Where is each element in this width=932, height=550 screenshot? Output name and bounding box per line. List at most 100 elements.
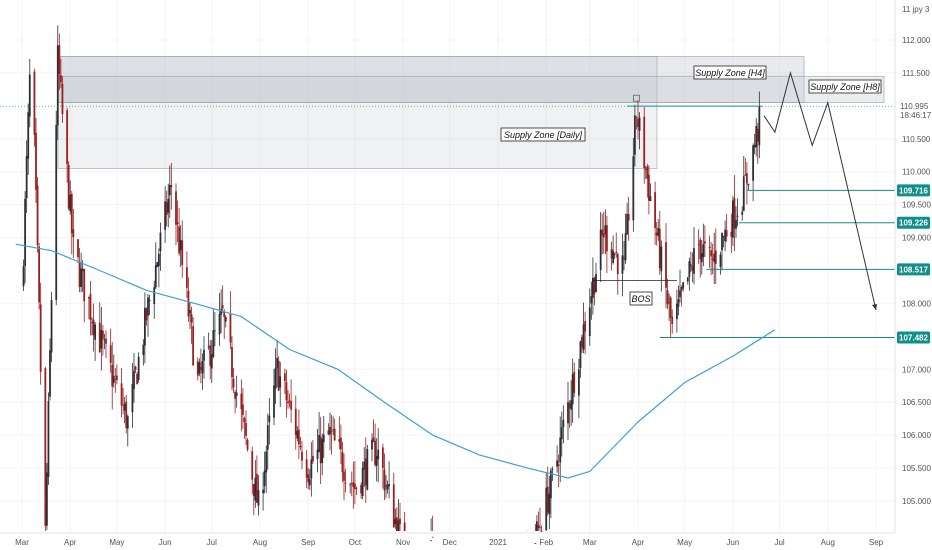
candle-body [327, 430, 330, 435]
candle-body [277, 360, 280, 391]
candle-body [730, 231, 733, 237]
candle-body [181, 240, 184, 265]
candle-body [567, 402, 569, 424]
x-tick-label: Apr [64, 538, 77, 547]
candle-body [349, 484, 352, 486]
candle-body [45, 472, 48, 526]
candle-body [165, 202, 168, 215]
candle-body [736, 215, 739, 217]
level-badge-text: 107.482 [899, 334, 928, 343]
candle-body [100, 329, 103, 349]
candle-body [593, 277, 596, 295]
candle-body [570, 400, 573, 410]
level-badge [897, 331, 930, 344]
x-axis: Mar Apr May Jun Jul Aug Sep Oct Nov Dec 2021 Feb Mar… [0, 532, 895, 547]
candle-body [137, 356, 140, 380]
candle-body [322, 434, 325, 443]
candle-body [679, 290, 681, 298]
candle-body [66, 110, 69, 164]
candle-body [294, 408, 297, 436]
arrow-head-icon [872, 304, 877, 311]
zone-label-box [808, 79, 882, 94]
candle-body [91, 322, 93, 324]
candle-body [644, 168, 647, 170]
candle-body [232, 378, 235, 388]
candle-body [210, 354, 213, 369]
candle-body [581, 336, 583, 348]
candle-body [708, 247, 711, 248]
x-tick-label: Jul [774, 538, 784, 547]
bos-label: BOS [631, 294, 650, 304]
candle-body [209, 345, 212, 366]
candle-body [89, 293, 92, 320]
candle-body [353, 483, 356, 490]
candle-body [310, 459, 313, 479]
candle-body [125, 401, 128, 428]
candle-body [285, 382, 288, 401]
candle-body [343, 471, 345, 481]
candle-body [710, 250, 713, 257]
x-tick-label: Mar [583, 538, 597, 547]
candle-body [671, 316, 674, 324]
candle-body [103, 339, 106, 341]
candle-body [539, 526, 541, 528]
level-badge [897, 184, 930, 197]
candle-body [703, 241, 706, 244]
candle-body [654, 192, 657, 229]
candle-body [397, 520, 400, 531]
candle-body [296, 430, 299, 439]
y-tick-label: 111.500 [902, 69, 930, 78]
candle-body [546, 486, 549, 513]
candle-body [196, 361, 199, 376]
candle-body [175, 191, 177, 225]
candle-body [756, 129, 759, 142]
candle-body [36, 185, 39, 245]
supply-zone [57, 56, 805, 103]
candle-body [164, 201, 167, 230]
candle-body [212, 330, 215, 357]
candle-body [234, 391, 237, 399]
candle-body [605, 225, 608, 252]
candle-body [33, 71, 36, 135]
candle-body [316, 449, 319, 459]
candle-body [700, 253, 703, 263]
candle-body [241, 404, 244, 415]
candle-body [385, 485, 387, 487]
candle-body [699, 239, 702, 260]
y-tick-label: 106.000 [902, 431, 931, 440]
candle-body [635, 117, 638, 118]
candle-body [38, 246, 41, 303]
candle-body [122, 405, 125, 407]
candle-body [221, 305, 224, 309]
candle-body [290, 401, 293, 410]
candle-body [35, 132, 37, 190]
candle-body [601, 229, 604, 236]
candle-body [725, 230, 728, 237]
candle-body [69, 194, 72, 212]
candle-body [612, 250, 615, 263]
level-badge-text: 109.226 [899, 219, 928, 228]
candle-body [105, 338, 107, 344]
candle-body [745, 173, 748, 184]
level-badge [897, 216, 930, 229]
candle-body [156, 262, 159, 268]
checkbox-icon [633, 94, 640, 102]
candle-body [637, 118, 639, 128]
candle-body [548, 493, 551, 514]
candle-body [274, 367, 277, 389]
x-tick-label: May [677, 538, 692, 547]
candle-body [388, 484, 391, 487]
level-badge-text: 109.716 [899, 186, 928, 195]
candle-body [615, 251, 618, 253]
candle-body [231, 347, 233, 378]
candle-body [633, 115, 636, 155]
candle-body [591, 277, 594, 298]
candle-body [549, 470, 552, 499]
candle-body [677, 299, 680, 307]
candle-body [535, 521, 538, 531]
candle-body [308, 479, 311, 486]
candle-body [562, 420, 565, 428]
candle-body [109, 345, 112, 363]
candle-body [560, 427, 563, 440]
